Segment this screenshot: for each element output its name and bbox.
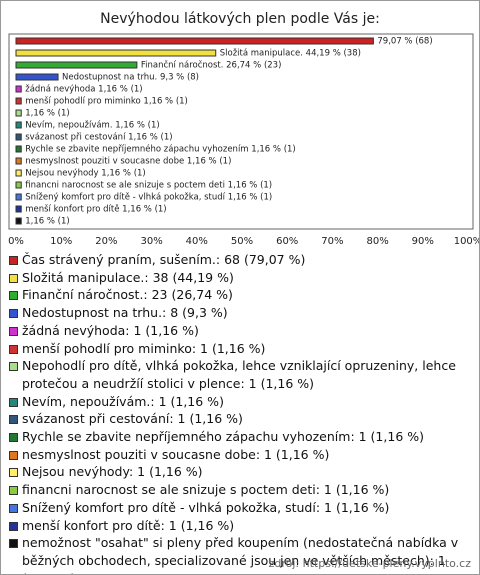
bar [15, 85, 22, 93]
value-label: nesmyslnost pouziti v soucasne dobe 1,16… [25, 157, 231, 167]
legend-item: žádná nevýhoda: 1 (1,16 %) [9, 322, 471, 340]
legend-item: Snížený komfort pro dítě - vlhká pokožka… [9, 499, 471, 517]
bar [15, 133, 22, 141]
x-tick-label: 50% [231, 236, 253, 247]
legend-label: Čas strávený praním, sušením.: 68 (79,07… [22, 252, 306, 267]
legend-label: Finanční náročnost.: 23 (26,74 %) [22, 287, 233, 303]
legend-swatch [9, 539, 18, 549]
x-tick-label: 10% [50, 236, 72, 247]
legend-swatch [9, 503, 18, 513]
legend-label: menší konfort pro dítě: 1 (1,16 %) [22, 517, 235, 533]
legend-item: menší konfort pro dítě: 1 (1,16 %) [9, 517, 471, 535]
legend-swatch [9, 326, 18, 336]
value-label: menší pohodlí pro miminko 1,16 % (1) [25, 96, 188, 107]
legend-label: menší pohodlí pro miminko: 1 (1,16 %) [22, 340, 266, 356]
value-label: financni narocnost se ale snizuje s poct… [25, 181, 272, 191]
bar [15, 37, 374, 45]
bar [15, 49, 217, 57]
legend-label: Rychle se zbavite nepříjemného zápachu v… [22, 429, 424, 445]
x-tick-label: 0% [8, 236, 24, 247]
legend-label: Nedostupnost na trhu.: 8 (9,3 %) [22, 305, 228, 321]
source: zdroj: https://detske-pleny.vyplnto.cz [268, 557, 471, 570]
legend-item: Finanční náročnost.: 23 (26,74 %) [9, 286, 471, 304]
bar [15, 145, 22, 153]
legend-item: nesmyslnost pouziti v soucasne dobe: 1 (… [9, 446, 471, 464]
legend-item: financni narocnost se ale snizuje s poct… [9, 481, 471, 499]
legend-item: Nejsou nevýhody: 1 (1,16 %) [9, 463, 471, 481]
bar [15, 109, 22, 117]
x-tick-label: 40% [186, 236, 208, 247]
legend-label: Složitá manipulace.: 38 (44,19 %) [22, 269, 234, 285]
legend-item: svázanost při cestování: 1 (1,16 %) [9, 410, 471, 428]
value-label: žádná nevýhoda 1,16 % (1) [25, 85, 142, 95]
legend-swatch [9, 468, 18, 478]
bar [15, 121, 22, 129]
legend-item: Rychle se zbavite nepříjemného zápachu v… [9, 428, 471, 446]
legend-swatch [9, 256, 18, 265]
legend-swatch [9, 344, 18, 354]
legend-item: Nepohodlí pro dítě, vlhká pokožka, lehce… [9, 357, 471, 392]
value-label: menší konfort pro dítě 1,16 % (1) [25, 204, 166, 215]
bar [15, 217, 22, 225]
chart-title: Nevýhodou látkových plen podle Vás je: [100, 11, 380, 27]
bar [15, 181, 22, 189]
value-label: 79,07 % (68) [377, 37, 432, 47]
value-label: Snížený komfort pro dítě - vlhká pokožka… [25, 193, 272, 203]
legend-swatch [9, 521, 18, 531]
bar [15, 61, 138, 69]
legend-label: financni narocnost se ale snizuje s poct… [22, 482, 390, 498]
value-label: Složitá manipulace. 44,19 % (38) [220, 49, 361, 59]
chart: Nevýhodou látkových plen podle Vás je: 0… [8, 11, 479, 247]
legend-item: Složitá manipulace.: 38 (44,19 %) [9, 269, 471, 287]
legend-swatch [9, 397, 18, 407]
value-label: 1,16 % (1) [25, 109, 69, 119]
legend-swatch [9, 309, 18, 319]
legend-label: Snížený komfort pro dítě - vlhká pokožka… [22, 499, 390, 515]
legend-swatch [9, 362, 18, 372]
value-label: Nedostupnost na trhu. 9,3 % (8) [62, 73, 199, 83]
legend-item: menší pohodlí pro miminko: 1 (1,16 %) [9, 340, 471, 358]
bar [15, 193, 22, 201]
value-label: Nejsou nevýhody 1,16 % (1) [25, 169, 146, 179]
legend-swatch [9, 291, 18, 301]
legend-item: Nevím, nepoužívám.: 1 (1,16 %) [9, 393, 471, 411]
bar [15, 73, 59, 81]
legend-label: nemožnost "osahat" si pleny před koupení… [22, 535, 459, 574]
bar [15, 169, 22, 177]
legend-swatch [9, 486, 18, 496]
value-label: svázanost při cestování 1,16 % (1) [25, 133, 172, 143]
legend-item: Nedostupnost na trhu.: 8 (9,3 %) [9, 304, 471, 322]
legend-label: svázanost při cestování: 1 (1,16 %) [22, 411, 243, 427]
x-tick-label: 20% [95, 236, 117, 247]
legend: Čas strávený praním, sušením.: 68 (79,07… [9, 251, 471, 574]
legend-swatch [9, 415, 18, 425]
x-tick-label: 100% [454, 236, 479, 247]
value-label: Nevím, nepoužívám. 1,16 % (1) [25, 121, 159, 131]
value-label: Rychle se zbavite nepříjemného zápachu v… [25, 144, 296, 155]
legend-item: Čas strávený praním, sušením.: 68 (79,07… [9, 251, 471, 269]
legend-label: Nevím, nepoužívám.: 1 (1,16 %) [22, 393, 224, 409]
value-label: Finanční náročnost. 26,74 % (23) [141, 60, 282, 71]
value-label: 1,16 % (1) [25, 217, 69, 227]
legend-label: Nejsou nevýhody: 1 (1,16 %) [22, 464, 203, 480]
x-tick-label: 30% [140, 236, 162, 247]
legend-swatch [9, 273, 18, 283]
x-tick-label: 70% [321, 236, 343, 247]
legend-label: Nepohodlí pro dítě, vlhká pokožka, lehce… [22, 358, 456, 391]
bar [15, 205, 22, 213]
legend-swatch [9, 450, 18, 460]
plot-frame [8, 33, 474, 230]
x-tick-label: 80% [366, 236, 388, 247]
legend-label: nesmyslnost pouziti v soucasne dobe: 1 (… [22, 446, 330, 462]
legend-item: nemožnost "osahat" si pleny před koupení… [9, 534, 471, 574]
bar [15, 157, 22, 165]
x-tick-label: 90% [412, 236, 434, 247]
legend-swatch [9, 433, 18, 443]
bar [15, 97, 22, 105]
legend-label: žádná nevýhoda: 1 (1,16 %) [22, 322, 199, 338]
x-tick-label: 60% [276, 236, 298, 247]
